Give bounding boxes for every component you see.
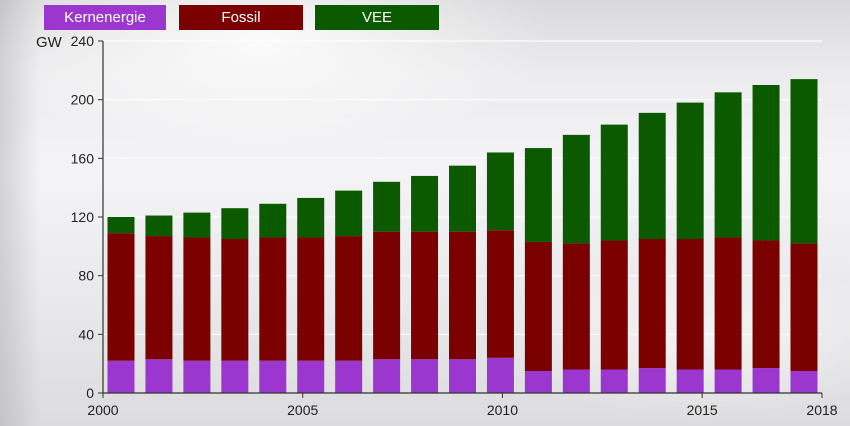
bar-kernenergie-2014 [638, 368, 666, 393]
bar-kernenergie-2009 [449, 359, 476, 393]
bar-vee-2017 [752, 85, 780, 241]
bar-vee-2008 [411, 175, 439, 232]
bar-kernenergie-2015 [676, 369, 704, 393]
bar-vee-2013 [600, 124, 628, 241]
bars [107, 79, 818, 393]
bar-kernenergie-2000 [107, 360, 135, 393]
bar-kernenergie-2010 [486, 357, 514, 393]
bar-kernenergie-2001 [145, 359, 173, 393]
y-tick-label-160: 160 [71, 150, 95, 166]
bar-kernenergie-2013 [600, 369, 628, 393]
bar-vee-2003 [221, 208, 249, 239]
legend-item-fossil: Fossil [179, 5, 303, 30]
bar-kernenergie-2018 [790, 371, 818, 393]
x-tick-label-2018: 2018 [806, 402, 837, 418]
bar-vee-2009 [449, 165, 476, 232]
bar-fossil-2009 [449, 231, 476, 360]
bar-vee-2015 [676, 102, 704, 239]
bar-fossil-2008 [411, 231, 439, 360]
bar-fossil-2015 [676, 239, 704, 370]
bar-vee-2001 [145, 215, 173, 237]
x-tick-label-2005: 2005 [287, 402, 318, 418]
bar-kernenergie-2007 [373, 359, 401, 393]
legend-item-vee: VEE [315, 5, 439, 30]
bar-vee-2005 [297, 197, 325, 238]
legend-item-kernenergie: Kernenergie [44, 5, 166, 30]
bar-vee-2011 [524, 148, 552, 242]
bar-fossil-2014 [638, 239, 666, 369]
bar-kernenergie-2003 [221, 360, 249, 393]
bar-fossil-2017 [752, 240, 780, 369]
bar-kernenergie-2011 [524, 371, 552, 393]
y-tick-label-200: 200 [71, 92, 95, 108]
bar-vee-2014 [638, 112, 666, 239]
bar-fossil-2007 [373, 231, 401, 360]
bar-kernenergie-2016 [714, 369, 742, 393]
bar-kernenergie-2005 [297, 360, 325, 393]
x-tick-label-2000: 2000 [87, 402, 118, 418]
bar-fossil-2002 [183, 237, 211, 361]
bar-kernenergie-2002 [183, 360, 211, 393]
bar-vee-2000 [107, 217, 135, 234]
y-tick-label-80: 80 [78, 268, 94, 284]
bar-vee-2012 [562, 134, 590, 244]
bar-vee-2018 [790, 79, 818, 244]
bar-kernenergie-2012 [562, 369, 590, 393]
y-tick-label-0: 0 [86, 385, 94, 401]
y-tick-label-120: 120 [71, 209, 95, 225]
axes: 0 40 80 120 160 200 240 2000 2005 2010 2015 2018 [71, 33, 838, 418]
bar-fossil-2000 [107, 233, 135, 361]
bar-fossil-2003 [221, 239, 249, 361]
bar-kernenergie-2017 [752, 368, 780, 393]
bar-kernenergie-2008 [411, 359, 439, 393]
bar-kernenergie-2006 [335, 360, 363, 393]
legend: Kernenergie Fossil VEE [0, 5, 850, 31]
bar-vee-2004 [259, 203, 287, 238]
bar-vee-2007 [373, 181, 401, 232]
bar-vee-2016 [714, 92, 742, 238]
bar-fossil-2006 [335, 236, 363, 361]
bar-fossil-2005 [297, 237, 325, 361]
bar-fossil-2013 [600, 240, 628, 370]
bar-fossil-2001 [145, 236, 173, 360]
bar-vee-2002 [183, 212, 211, 238]
y-tick-label-40: 40 [78, 326, 94, 342]
y-tick-label-240: 240 [71, 33, 95, 49]
bar-vee-2006 [335, 190, 363, 237]
bar-kernenergie-2004 [259, 360, 287, 393]
x-tick-label-2015: 2015 [687, 402, 718, 418]
bar-fossil-2011 [524, 241, 552, 371]
bar-fossil-2012 [562, 243, 590, 370]
x-tick-label-2010: 2010 [487, 402, 518, 418]
bar-fossil-2016 [714, 237, 742, 370]
bar-fossil-2004 [259, 237, 287, 361]
bar-fossil-2018 [790, 243, 818, 371]
bar-vee-2010 [486, 152, 514, 231]
y-axis-unit-label: GW [36, 34, 63, 51]
bar-fossil-2010 [486, 230, 514, 358]
